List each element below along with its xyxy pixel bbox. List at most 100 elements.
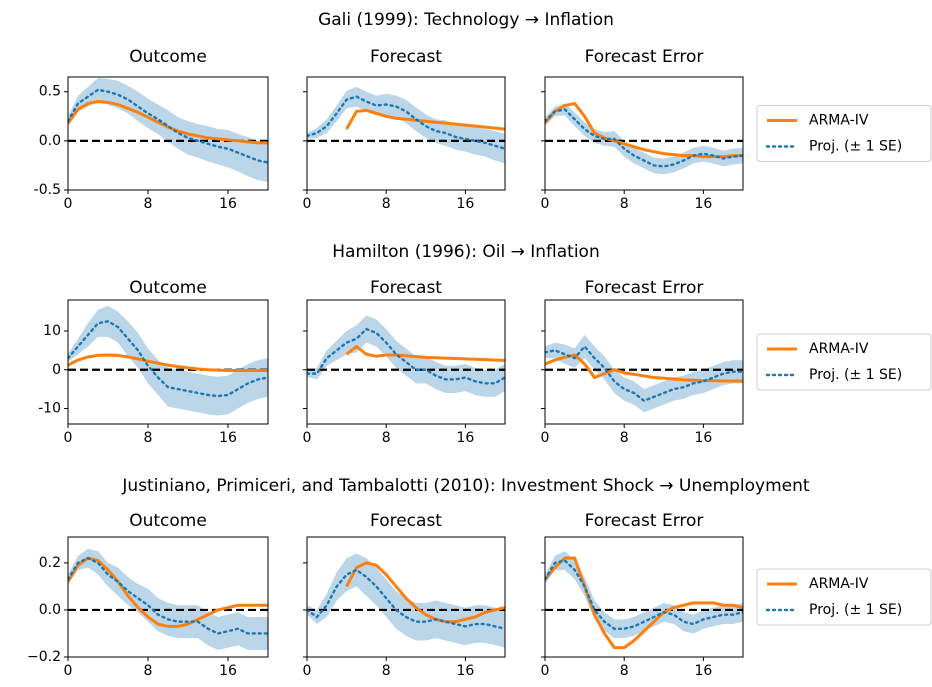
arma-line	[345, 561, 505, 624]
panel: Forecast Error 0 8 16	[541, 511, 744, 679]
row-title: Gali (1999): Technology → Inflation	[318, 10, 614, 30]
panel: Forecast 0 8 16	[303, 278, 506, 446]
x-tick-label: 16	[456, 430, 474, 446]
plot-area	[307, 86, 505, 164]
axes-frame	[67, 299, 269, 425]
axes-frame	[306, 76, 506, 191]
arma-line	[68, 100, 268, 145]
plot-area	[307, 315, 505, 397]
axes-frame	[544, 536, 744, 658]
x-tick-label: 8	[382, 430, 391, 446]
x-tick-label: 0	[541, 430, 550, 446]
x-tick-label: 16	[219, 663, 237, 679]
arma-line	[68, 556, 268, 628]
x-tick-label: 8	[144, 196, 153, 212]
legend: ARMA-IV Proj. (± 1 SE)	[756, 333, 932, 391]
panel-title: Forecast	[370, 511, 442, 531]
x-tick-label: 16	[219, 196, 237, 212]
proj-line	[545, 559, 743, 630]
plot-area	[68, 77, 268, 183]
axes-frame	[67, 536, 269, 658]
proj-line	[307, 568, 505, 630]
x-tick-label: 16	[219, 430, 237, 446]
legend-box	[756, 105, 932, 162]
x-tick-label: 0	[303, 663, 312, 679]
x-tick-label: 0	[541, 663, 550, 679]
proj-line	[307, 95, 505, 150]
y-tick-label: −0.2	[27, 649, 61, 665]
axes-frame	[67, 76, 269, 191]
x-tick-label: 16	[456, 663, 474, 679]
plot-area	[545, 334, 743, 413]
proj-line	[307, 327, 505, 385]
panel: Forecast 0 8 16	[303, 511, 506, 679]
x-tick-label: 0	[64, 663, 73, 679]
panel-title: Outcome	[129, 278, 207, 298]
plot-area	[545, 101, 743, 175]
panel-title: Forecast Error	[585, 278, 704, 298]
x-tick-label: 16	[694, 663, 712, 679]
x-tick-label: 16	[694, 196, 712, 212]
arma-line	[345, 344, 505, 362]
y-tick-label: 10	[43, 323, 61, 339]
arma-line	[545, 101, 743, 159]
plot-area	[545, 551, 743, 650]
y-tick-label: -0.5	[34, 182, 61, 198]
axes-frame	[544, 299, 744, 425]
plot-area	[68, 548, 268, 650]
legend-label: ARMA-IV	[809, 341, 869, 357]
x-tick-label: 8	[144, 430, 153, 446]
se-band	[68, 77, 268, 183]
panel-title: Outcome	[129, 47, 207, 67]
y-tick-label: -10	[38, 401, 61, 417]
x-tick-label: 0	[303, 430, 312, 446]
axes-frame	[306, 299, 506, 425]
x-tick-label: 0	[64, 430, 73, 446]
x-tick-label: 0	[303, 196, 312, 212]
x-tick-label: 8	[382, 196, 391, 212]
proj-line	[545, 344, 743, 403]
legend-box	[756, 568, 932, 626]
panel: Outcome 0 8 16 -0.5 0.0 0.5	[34, 47, 269, 212]
plot-area	[307, 553, 505, 648]
y-tick-label: 0.2	[39, 555, 61, 571]
legend-label: Proj. (± 1 SE)	[809, 602, 902, 618]
legend-box	[756, 333, 932, 391]
legend-label: Proj. (± 1 SE)	[809, 139, 902, 155]
proj-line	[68, 320, 268, 398]
row-title: Hamilton (1996): Oil → Inflation	[332, 242, 599, 262]
legend: ARMA-IV Proj. (± 1 SE)	[756, 568, 932, 626]
x-tick-label: 8	[620, 663, 629, 679]
x-tick-label: 8	[382, 663, 391, 679]
legend-label: Proj. (± 1 SE)	[809, 367, 902, 383]
plot-area	[68, 305, 268, 416]
x-tick-label: 8	[620, 430, 629, 446]
se-band	[307, 553, 505, 648]
arma-line	[545, 353, 743, 383]
se-band	[545, 334, 743, 413]
se-band	[68, 305, 268, 416]
se-band	[307, 86, 505, 164]
panel-title: Forecast Error	[585, 47, 704, 67]
legend: ARMA-IV Proj. (± 1 SE)	[756, 105, 932, 162]
axes-frame	[306, 536, 506, 658]
panel: Forecast Error 0 8 16	[541, 278, 744, 446]
panel: Forecast Error 0 8 16	[541, 47, 744, 212]
panel-title: Forecast Error	[585, 511, 704, 531]
y-tick-label: 0	[52, 362, 61, 378]
x-tick-label: 8	[144, 663, 153, 679]
x-tick-label: 0	[64, 196, 73, 212]
proj-line	[545, 108, 743, 168]
se-band	[545, 103, 743, 175]
arma-line	[345, 108, 505, 131]
row-title: Justiniano, Primiceri, and Tambalotti (2…	[121, 476, 809, 496]
y-tick-label: 0.5	[39, 84, 61, 100]
x-tick-label: 16	[456, 196, 474, 212]
y-tick-label: 0.0	[39, 133, 61, 149]
proj-line	[68, 556, 268, 635]
x-tick-label: 8	[620, 196, 629, 212]
panel-title: Outcome	[129, 511, 207, 531]
axes-frame	[544, 76, 744, 191]
